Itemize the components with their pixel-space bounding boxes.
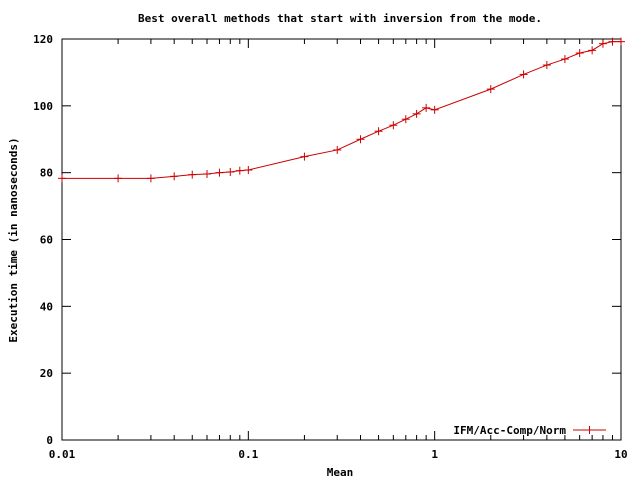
x-tick-label: 0.1 [238,448,258,461]
data-point [170,172,179,181]
y-axis-label: Execution time (in nanoseconds) [7,137,20,342]
data-point [356,135,365,144]
x-axis-label: Mean [327,466,354,479]
y-tick-label: 100 [33,100,53,113]
chart-title: Best overall methods that start with inv… [138,12,542,25]
data-point [300,152,309,161]
data-point [608,37,617,46]
data-point [486,85,495,94]
data-point [542,61,551,70]
data-point [235,166,244,175]
y-tick-label: 0 [46,434,53,447]
data-point [430,105,439,114]
legend: IFM/Acc-Comp/Norm [453,424,606,437]
data-point [575,49,584,58]
data-point [389,121,398,130]
data-point [588,46,597,55]
data-point [333,145,342,154]
y-tick-label: 120 [33,33,53,46]
data-point [58,174,66,183]
x-tick-label: 0.01 [49,448,76,461]
series-line [62,41,621,179]
data-point [412,109,421,118]
y-tick-label: 60 [40,234,53,247]
data-point [244,165,253,174]
y-tick-label: 20 [40,367,53,380]
data-point [598,39,607,48]
data-point [519,70,528,79]
data-point [422,103,431,112]
data-point [401,115,410,124]
data-point [226,167,235,176]
plot-frame [61,38,622,441]
data-point [114,174,123,183]
data-point [617,37,625,46]
data-point [146,174,155,183]
y-tick-label: 40 [40,300,53,313]
legend-label: IFM/Acc-Comp/Norm [453,424,566,437]
data-point [188,170,197,179]
y-tick-label: 80 [40,167,53,180]
data-point [374,127,383,136]
data-point [560,55,569,64]
data-point [215,168,224,177]
x-tick-label: 10 [614,448,627,461]
x-tick-label: 1 [431,448,438,461]
data-point [202,170,211,179]
